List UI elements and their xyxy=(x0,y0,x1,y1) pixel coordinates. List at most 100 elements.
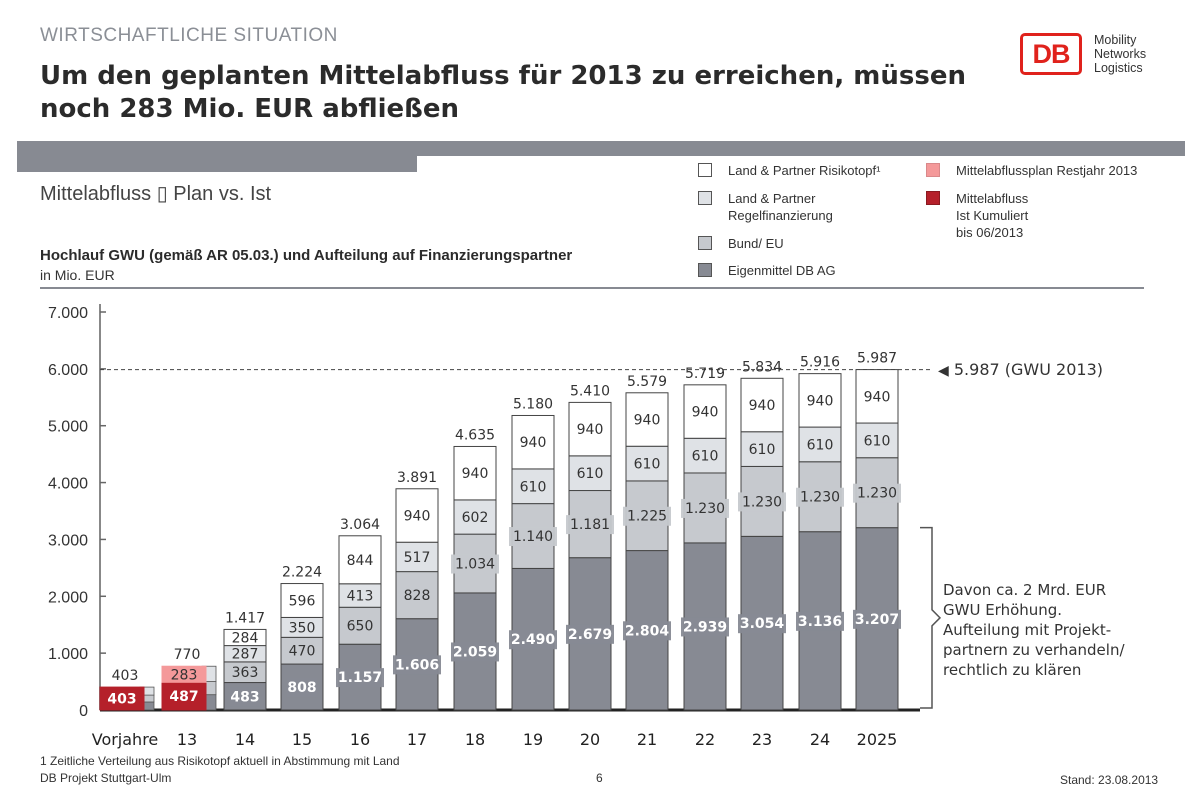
logo-text-line: Logistics xyxy=(1094,61,1143,75)
x-tick-label: 13 xyxy=(177,730,197,749)
total-label: 2.224 xyxy=(282,565,322,581)
triangle-left-icon: ◀ xyxy=(938,363,949,379)
bar-segment xyxy=(223,628,267,647)
data-label: 940 xyxy=(864,389,891,405)
data-label: 610 xyxy=(864,433,891,449)
db-logo: DB Mobility Networks Logistics xyxy=(1020,33,1170,77)
bar-segment-actual xyxy=(99,686,145,711)
data-label-bg xyxy=(393,655,441,675)
x-tick-label: 16 xyxy=(350,730,370,749)
data-label: 1.157 xyxy=(338,670,382,686)
data-label-bg xyxy=(738,492,786,512)
data-label: 3.207 xyxy=(855,612,899,628)
bar-segment xyxy=(568,401,612,457)
legend-swatch xyxy=(698,191,712,205)
data-label: 1.230 xyxy=(742,494,782,510)
data-label: 1.225 xyxy=(627,509,667,525)
db-logo-text: Mobility Networks Logistics xyxy=(1094,33,1146,75)
data-label-bg xyxy=(451,554,499,574)
x-tick-label: 2025 xyxy=(857,730,898,749)
bar-segment xyxy=(280,636,324,665)
page-number: 6 xyxy=(596,771,603,785)
bracket xyxy=(920,526,942,709)
data-label-bg xyxy=(451,642,499,662)
data-label: 602 xyxy=(462,510,489,526)
data-label: 3.136 xyxy=(798,614,842,630)
x-tick-label: 17 xyxy=(407,730,427,749)
total-label: 5.987 xyxy=(857,351,897,367)
footnote: 1 Zeitliche Verteilung aus Risikotopf ak… xyxy=(40,754,400,768)
data-label: 283 xyxy=(171,667,198,683)
x-tick-label: 24 xyxy=(810,730,830,749)
data-label: 940 xyxy=(462,466,489,482)
data-label: 413 xyxy=(347,589,374,605)
section-label: WIRTSCHAFTLICHE SITUATION xyxy=(40,25,338,46)
data-label: 1.230 xyxy=(685,501,725,517)
data-label: 2.059 xyxy=(453,644,497,660)
data-label: 940 xyxy=(692,405,719,421)
logo-text-line: Mobility xyxy=(1094,33,1137,47)
legend-label: Land & Partner Regelfinanzierung xyxy=(728,191,833,223)
total-label: 5.916 xyxy=(800,355,840,371)
bar-segment xyxy=(683,437,727,474)
total-label: 3.891 xyxy=(397,470,437,486)
data-label: 940 xyxy=(404,508,431,524)
data-label-bg xyxy=(796,611,844,631)
data-label-bg xyxy=(623,621,671,641)
bar-segment xyxy=(740,431,784,467)
data-label: 610 xyxy=(520,479,547,495)
x-tick-label: 19 xyxy=(523,730,543,749)
data-label: 2.490 xyxy=(511,632,556,648)
db-logo-mark: DB xyxy=(1020,33,1082,75)
bar-segment xyxy=(453,499,497,535)
bar-segment xyxy=(453,445,497,501)
data-label: 483 xyxy=(230,689,259,705)
data-label: 1.140 xyxy=(513,529,553,545)
total-label: 403 xyxy=(112,668,139,684)
total-label: 5.579 xyxy=(627,374,667,390)
data-label: 517 xyxy=(404,550,431,566)
data-label-bg xyxy=(681,617,729,637)
logo-text-line: Networks xyxy=(1094,47,1147,61)
bar-segment xyxy=(395,571,439,620)
data-label: 610 xyxy=(634,457,661,473)
y-tick-label: 0 xyxy=(79,703,88,720)
data-label-bg xyxy=(566,624,614,644)
total-label: 3.064 xyxy=(340,517,380,533)
footer-date: Stand: 23.08.2013 xyxy=(1060,773,1159,787)
legend-swatch xyxy=(698,236,712,250)
bar-segment xyxy=(568,455,612,492)
data-label-bg xyxy=(509,630,557,650)
legend-swatch xyxy=(698,163,712,177)
data-label-bg xyxy=(509,527,557,547)
data-label: 470 xyxy=(289,644,316,660)
data-label: 610 xyxy=(749,442,776,458)
data-label: 487 xyxy=(169,689,198,705)
data-label: 284 xyxy=(232,631,259,647)
bracket-annotation: Davon ca. 2 Mrd. EUR GWU Erhöhung. Aufte… xyxy=(943,581,1125,679)
total-label: 5.719 xyxy=(685,366,725,382)
data-label: 828 xyxy=(404,588,431,604)
data-label: 940 xyxy=(807,393,834,409)
bar-segment xyxy=(798,373,842,428)
data-label: 403 xyxy=(107,692,136,708)
total-label: 5.410 xyxy=(570,383,610,399)
x-tick-label: Vorjahre xyxy=(92,730,159,749)
chart-heading-rule xyxy=(40,287,1144,289)
reference-line-text: 5.987 (GWU 2013) xyxy=(953,360,1103,379)
data-label: 610 xyxy=(692,449,719,465)
data-label-bg xyxy=(286,678,318,698)
bar-segment xyxy=(798,426,842,463)
x-tick-label: 20 xyxy=(580,730,600,749)
data-label: 808 xyxy=(287,680,316,696)
legend-swatch xyxy=(926,191,940,205)
data-label: 1.606 xyxy=(395,657,439,673)
bar-segment xyxy=(625,392,669,447)
legend-label: Mittelabfluss Ist Kumuliert bis 06/2013 xyxy=(956,191,1029,240)
x-tick-label: 15 xyxy=(292,730,312,749)
x-tick-label: 21 xyxy=(637,730,657,749)
bar-segment xyxy=(740,377,784,433)
data-label-bg xyxy=(738,614,786,634)
bar-segment xyxy=(395,488,439,543)
